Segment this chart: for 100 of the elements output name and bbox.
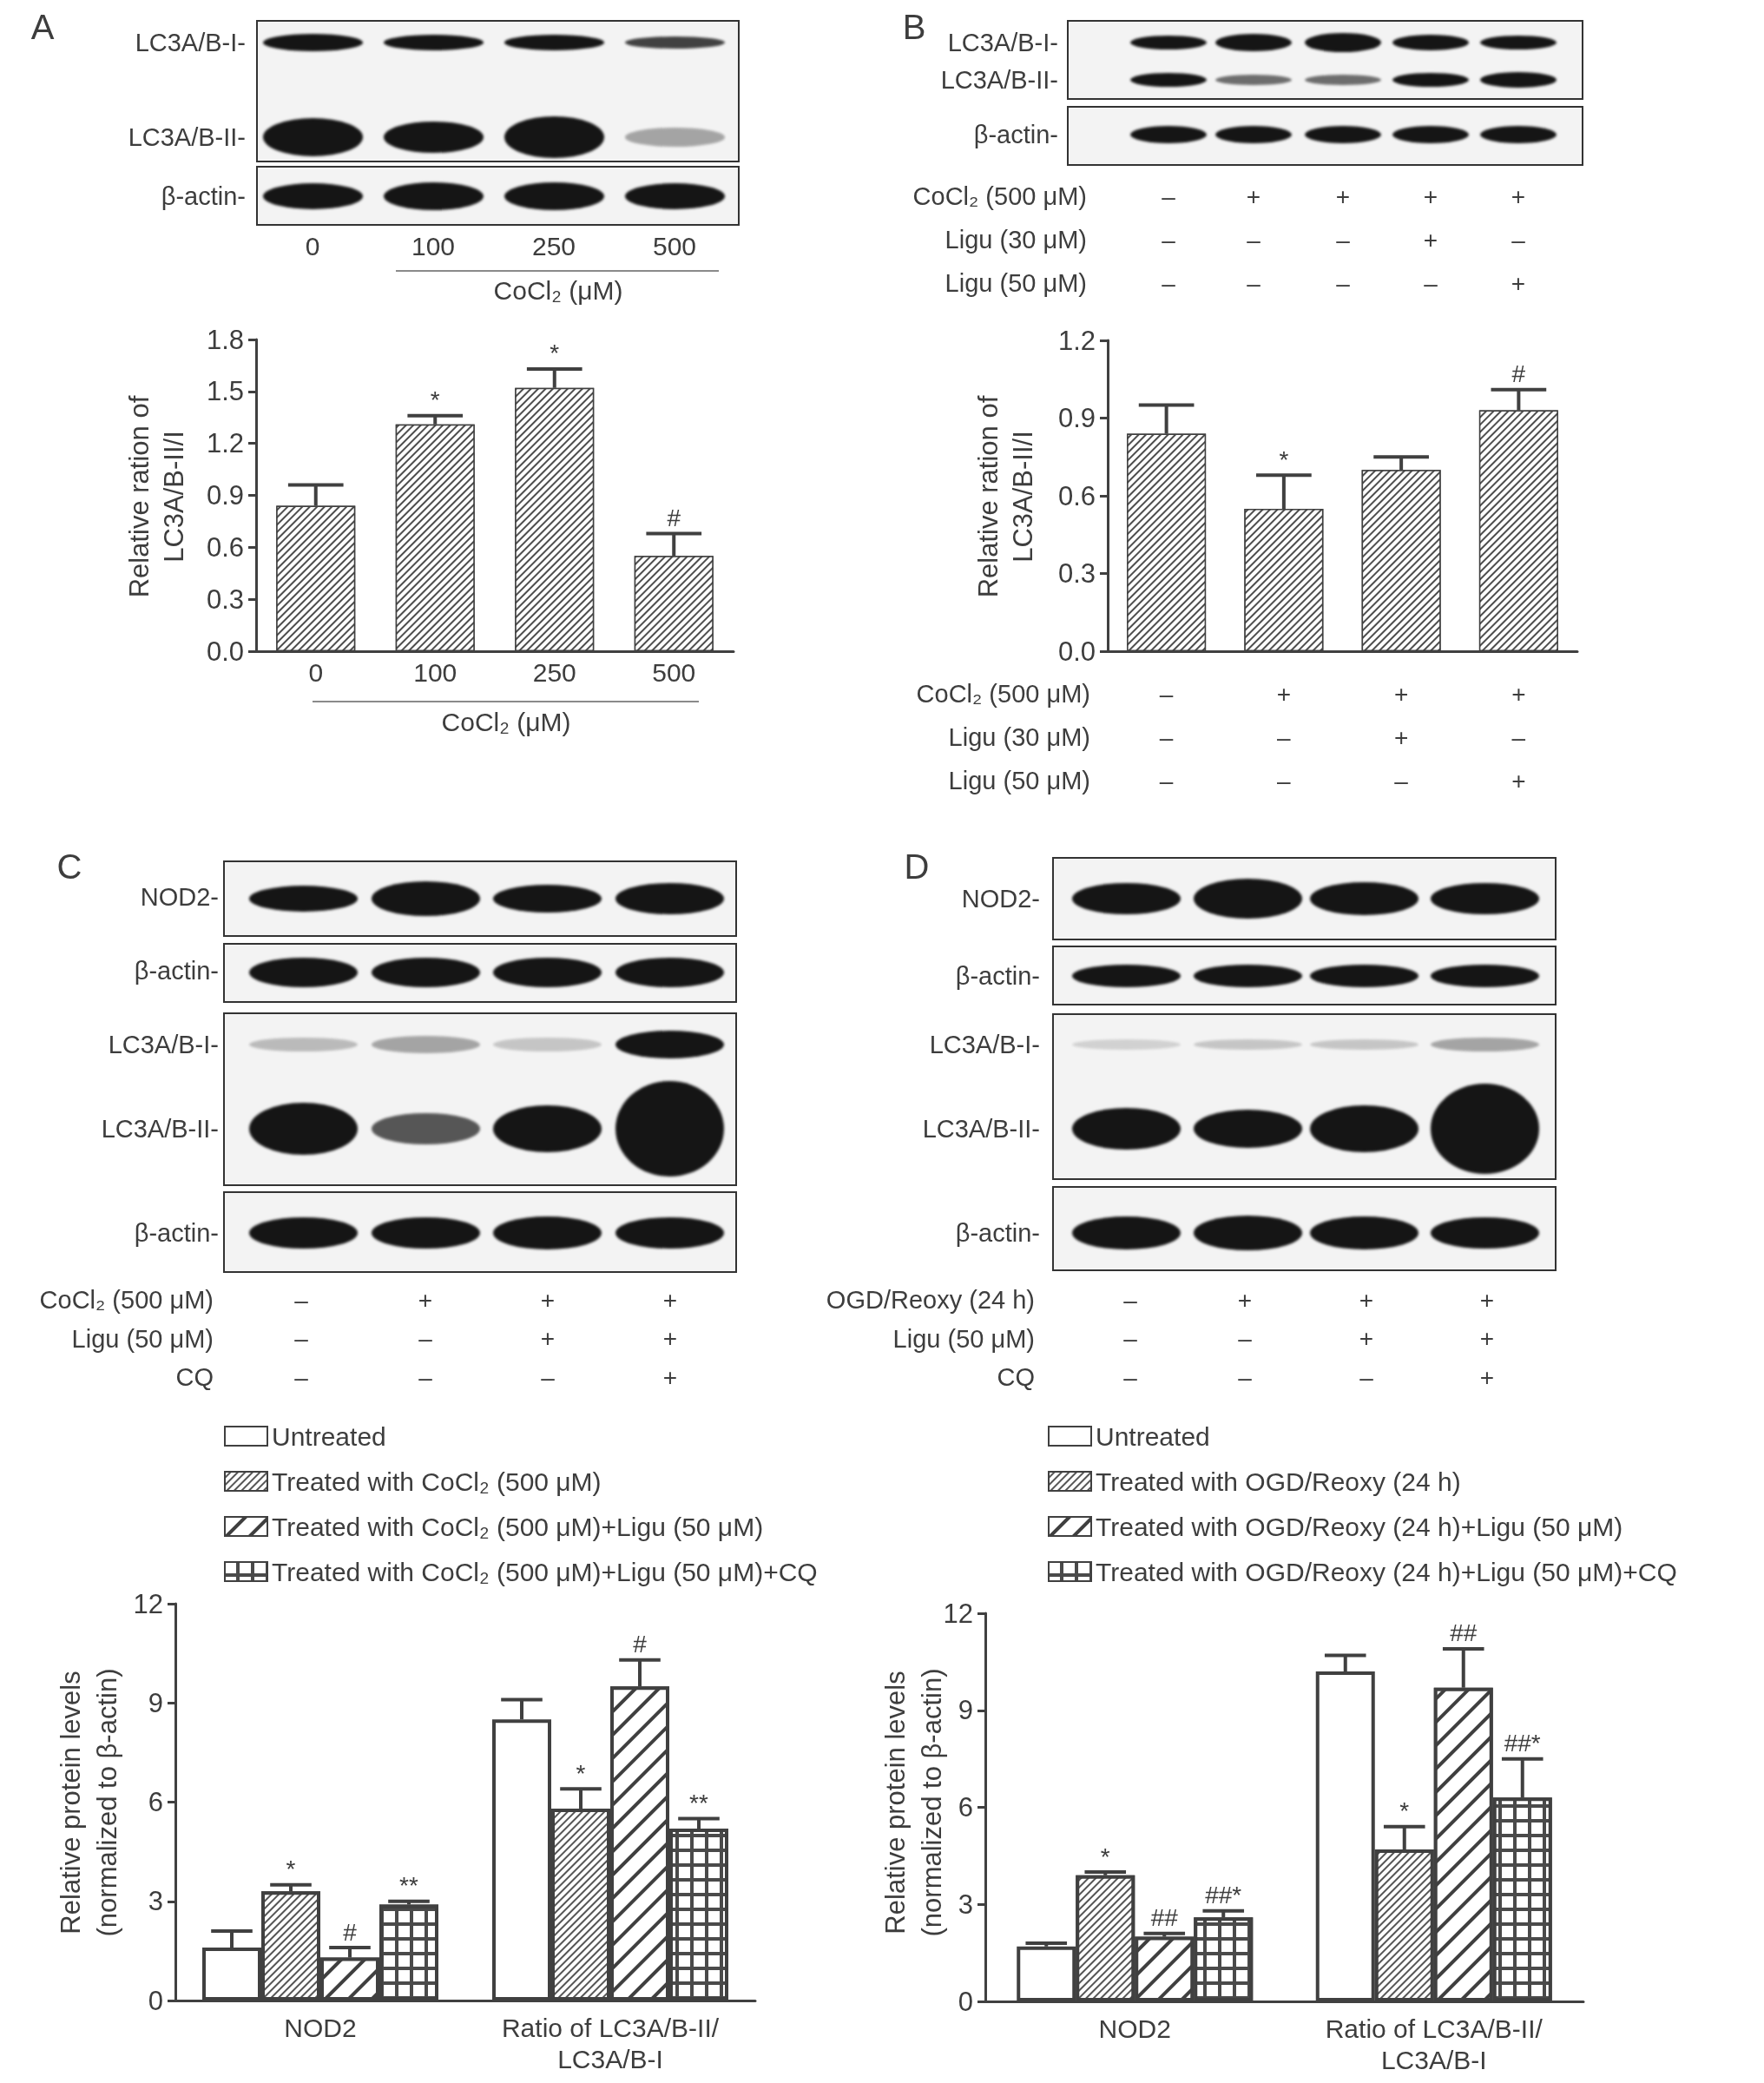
text: β-actin-: [973, 121, 1058, 148]
chart-title: B: [902, 8, 926, 46]
text: + + –: [1423, 182, 1438, 297]
x-axis-title: CoCl₂ (500 μM) Ligu (30 μM) Ligu (50 μM): [916, 680, 1090, 794]
text: + – –: [1335, 182, 1351, 297]
text: OGD/Reoxy (24 h) Ligu (50 μM) CQ: [826, 1286, 1035, 1391]
y-tick-label: 0.3: [1057, 558, 1096, 589]
text: β-actin-: [955, 962, 1040, 990]
y-tick-label: 0.9: [1057, 403, 1096, 433]
text: β-actin-: [161, 182, 246, 210]
y-tick-label: 0: [148, 1985, 163, 2016]
y-tick-label: 1.5: [206, 376, 244, 407]
y-tick-label: 1.8: [206, 324, 244, 355]
text: 250: [531, 231, 576, 260]
y-tick-label: 12: [943, 1598, 973, 1629]
data-label: **: [689, 1790, 708, 1817]
y-tick-label: 0.6: [206, 531, 244, 563]
x-tick-label: 100: [413, 657, 457, 687]
data-label: ##: [1450, 1619, 1478, 1647]
data-label: *: [430, 386, 440, 414]
legend-label: Untreated: [272, 1421, 386, 1451]
text: β-actin-: [134, 1219, 219, 1247]
data-label: *: [286, 1856, 296, 1883]
y-axis-title: Relative ration of LC3A/B-II/I: [123, 395, 189, 598]
text: LC3A/B-II-: [128, 123, 246, 151]
y-tick-label: 0.0: [1057, 636, 1096, 667]
x-tick-label: NOD2: [284, 2013, 357, 2042]
data-label: *: [1100, 1842, 1110, 1870]
data-label: *: [1399, 1797, 1410, 1825]
text: 500: [652, 231, 697, 260]
x-tick-label: Ratio of LC3A/B-II/ LC3A/B-I: [1325, 2014, 1544, 2074]
text: NOD2-: [140, 883, 219, 911]
y-tick-label: 1.2: [206, 428, 244, 459]
data-label: *: [550, 339, 560, 367]
text: + – +: [1511, 182, 1526, 297]
data-label: *: [576, 1759, 586, 1787]
y-axis-title: Relative protein levels (normalized to β-actin): [879, 1668, 947, 1937]
y-tick-label: 12: [133, 1588, 163, 1619]
legend-label: Treated with OGD/Reoxy (24 h): [1096, 1467, 1461, 1496]
x-tick-label: NOD2: [1098, 2014, 1171, 2043]
text: LC3A/B-II-: [940, 66, 1058, 94]
chart-title: A: [30, 8, 55, 46]
text: + + +: [1479, 1286, 1495, 1391]
legend-label: Untreated: [1096, 1421, 1210, 1451]
data-label: *: [1279, 445, 1289, 473]
y-tick-label: 3: [958, 1889, 973, 1920]
data-label: **: [399, 1872, 418, 1900]
y-axis-title: Relative ration of LC3A/B-II/I: [972, 395, 1038, 598]
data-label: #: [1511, 360, 1526, 388]
data-label: ##*: [1504, 1730, 1541, 1757]
text: LC3A/B-I-: [947, 29, 1058, 56]
y-tick-label: 0.3: [206, 583, 244, 615]
y-tick-label: 0.0: [206, 636, 244, 667]
text: CoCl₂ (μM): [493, 275, 623, 305]
text: + – –: [418, 1286, 433, 1391]
text: LC3A/B-II-: [922, 1115, 1040, 1143]
y-tick-label: 6: [958, 1792, 973, 1823]
text: – – –: [1162, 182, 1176, 297]
text: β-actin-: [955, 1219, 1040, 1247]
y-tick-label: 9: [148, 1687, 163, 1718]
text: – – –: [1123, 1286, 1138, 1391]
y-tick-label: 3: [148, 1886, 163, 1917]
data-label: #: [633, 1631, 648, 1658]
y-tick-label: 1.2: [1057, 325, 1096, 356]
text: LC3A/B-I-: [135, 29, 246, 56]
text: LC3A/B-I-: [108, 1031, 219, 1058]
text: – – –: [294, 1286, 309, 1391]
chart-title: D: [904, 847, 930, 886]
text: 100: [411, 231, 456, 260]
text: + + –: [1359, 1286, 1374, 1391]
y-tick-label: 0.9: [206, 480, 244, 511]
x-tick-label: – – –: [1159, 680, 1174, 794]
text: CoCl₂ (500 μM) Ligu (50 μM) CQ: [39, 1286, 214, 1391]
y-tick-label: 0: [958, 1986, 973, 2017]
y-tick-label: 0.6: [1057, 480, 1096, 511]
text: LC3A/B-II-: [101, 1115, 219, 1143]
legend-label: Treated with CoCl₂ (500 μM)+Ligu (50 μM): [272, 1512, 764, 1541]
x-tick-label: Ratio of LC3A/B-II/ LC3A/B-I: [501, 2013, 720, 2073]
y-tick-label: 9: [958, 1695, 973, 1726]
text: LC3A/B-I-: [929, 1031, 1040, 1058]
chart-title: C: [56, 847, 82, 886]
data-label: ##: [1150, 1904, 1179, 1932]
text: + – –: [1237, 1286, 1253, 1391]
text: β-actin-: [134, 957, 219, 985]
data-label: ##*: [1205, 1882, 1242, 1909]
data-label: #: [667, 504, 681, 531]
x-tick-label: 0: [308, 657, 324, 687]
text: + + +: [662, 1286, 678, 1391]
y-tick-label: 6: [148, 1787, 163, 1817]
y-axis-title: Relative protein levels (normalized to β-actin): [55, 1668, 122, 1937]
legend-label: Treated with OGD/Reoxy (24 h)+Ligu (50 μM)+CQ: [1096, 1557, 1677, 1586]
x-tick-label: + + –: [1393, 680, 1409, 794]
x-tick-label: 500: [652, 657, 696, 687]
x-axis-title: CoCl₂ (μM): [441, 707, 571, 736]
text: CoCl₂ (500 μM) Ligu (30 μM) Ligu (50 μM): [912, 182, 1087, 297]
text: NOD2-: [961, 885, 1040, 913]
x-tick-label: + – +: [1511, 680, 1526, 794]
text: + – –: [1246, 182, 1261, 297]
text: + + –: [540, 1286, 556, 1391]
x-tick-label: + – –: [1276, 680, 1292, 794]
